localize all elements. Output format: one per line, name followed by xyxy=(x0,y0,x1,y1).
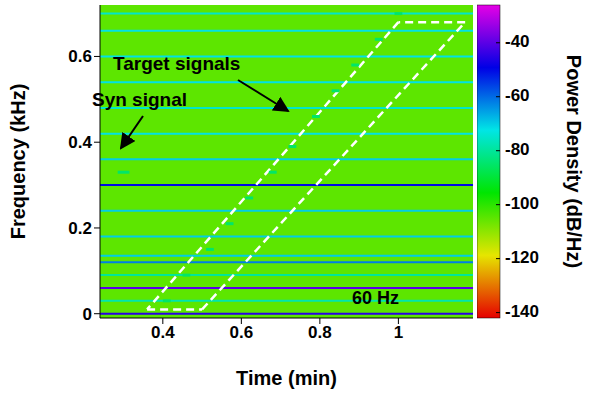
svg-text:60 Hz: 60 Hz xyxy=(352,288,399,308)
svg-text:0.6: 0.6 xyxy=(230,323,254,342)
svg-text:0: 0 xyxy=(83,305,92,324)
svg-text:Frequency (kHz): Frequency (kHz) xyxy=(7,84,29,240)
svg-text:1: 1 xyxy=(394,323,403,342)
svg-text:-140: -140 xyxy=(505,302,539,321)
svg-text:-40: -40 xyxy=(505,32,530,51)
svg-text:-120: -120 xyxy=(505,248,539,267)
svg-text:0.6: 0.6 xyxy=(68,47,92,66)
svg-text:Power Density (dB/Hz): Power Density (dB/Hz) xyxy=(563,55,585,268)
svg-text:-100: -100 xyxy=(505,194,539,213)
svg-text:0.4: 0.4 xyxy=(151,323,175,342)
svg-text:-80: -80 xyxy=(505,140,530,159)
svg-text:0.2: 0.2 xyxy=(68,219,92,238)
svg-text:0.4: 0.4 xyxy=(68,133,92,152)
svg-text:Time (min): Time (min) xyxy=(236,367,337,389)
svg-text:0.8: 0.8 xyxy=(308,323,332,342)
svg-text:-60: -60 xyxy=(505,86,530,105)
svg-text:Syn signal: Syn signal xyxy=(92,89,187,110)
svg-text:Target signals: Target signals xyxy=(113,53,240,74)
